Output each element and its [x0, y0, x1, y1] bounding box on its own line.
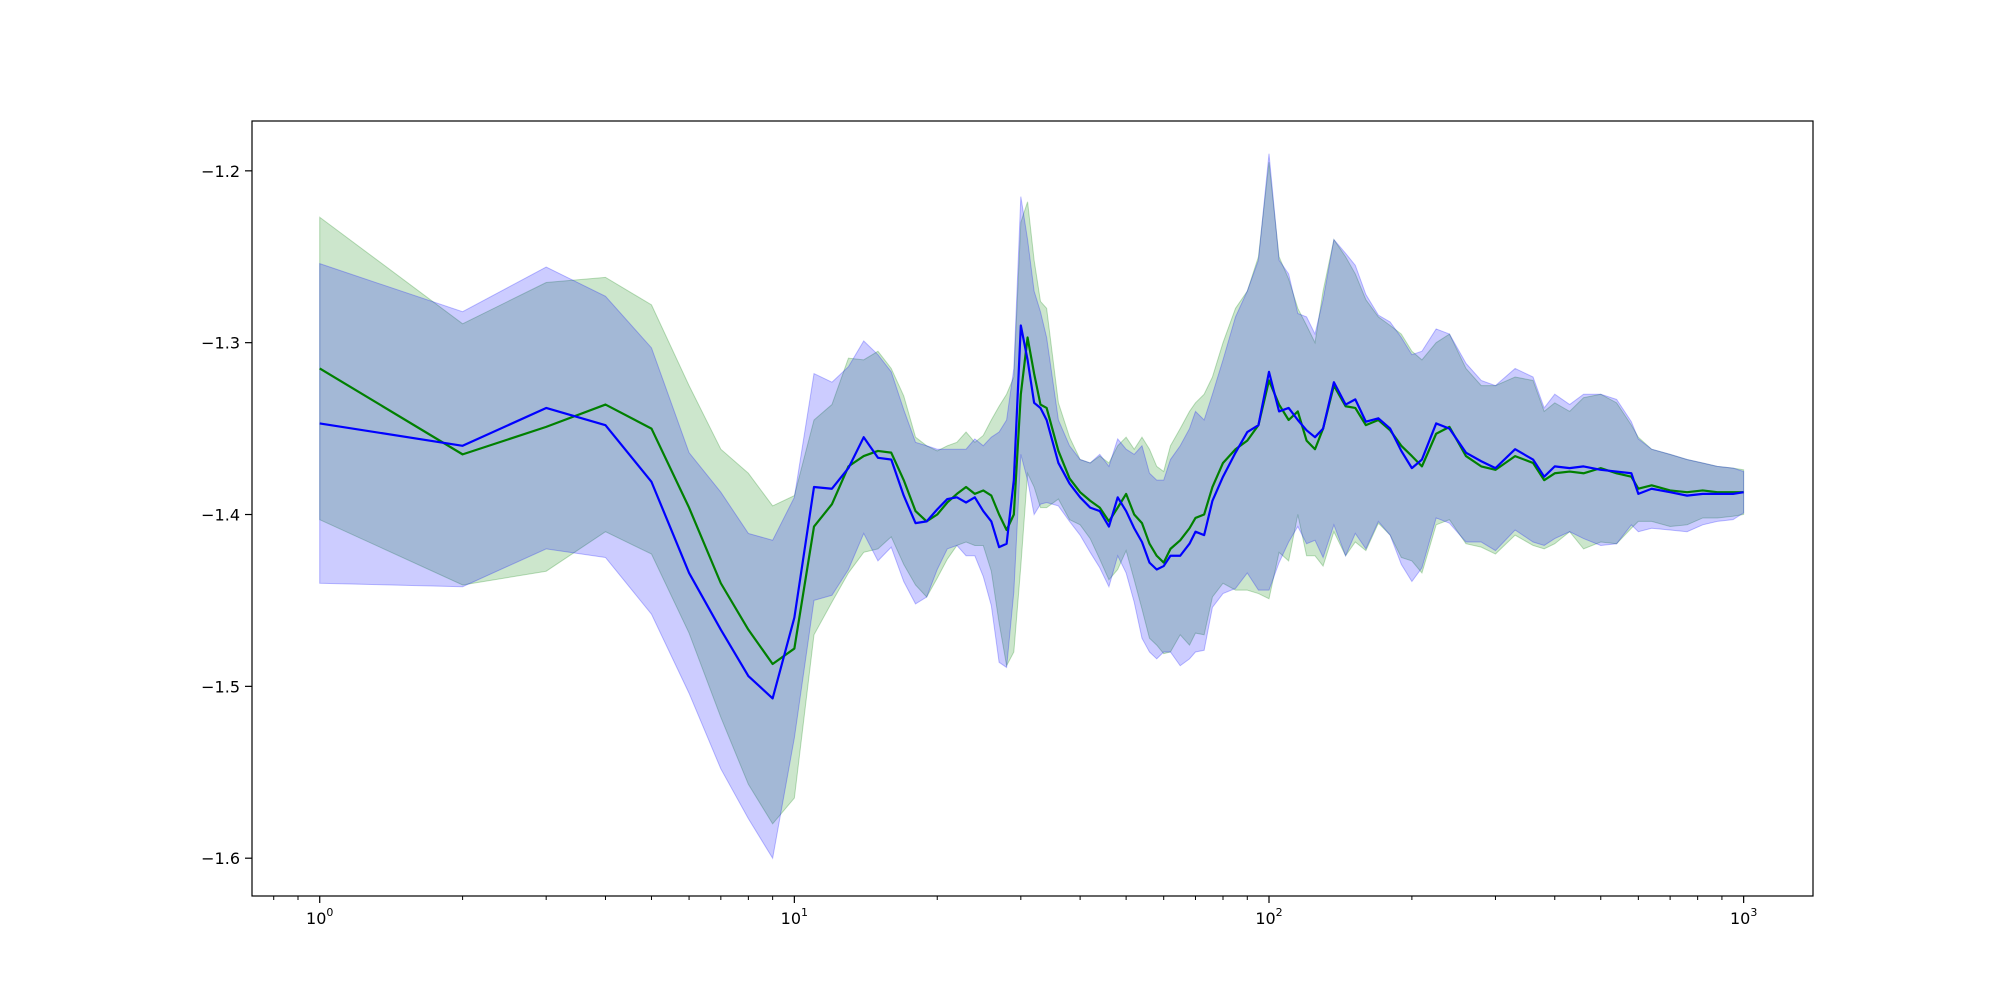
confidence-band-2 — [319, 153, 1745, 860]
y-axis-ticks: −1.2 −1.3 −1.4 −1.5 −1.6 — [201, 162, 252, 868]
plot-area-frame — [251, 120, 1814, 897]
x-tick-label: 100 — [306, 906, 333, 928]
y-tick-label: −1.5 — [201, 677, 240, 696]
confidence-bands — [319, 153, 1745, 860]
x-tick-label: 103 — [1730, 906, 1757, 928]
x-tick-label: 101 — [781, 906, 808, 928]
series-lines — [319, 324, 1744, 700]
y-tick-label: −1.4 — [201, 506, 240, 525]
x-axis-ticks: 100 101 102 103 — [273, 896, 1757, 928]
y-tick-label: −1.2 — [201, 162, 240, 181]
series-line-2 — [319, 324, 1744, 700]
series-line-1 — [319, 336, 1744, 666]
x-tick-label: 102 — [1255, 906, 1282, 928]
confidence-band-1 — [319, 162, 1745, 825]
y-tick-label: −1.3 — [201, 334, 240, 353]
y-tick-label: −1.6 — [201, 849, 240, 868]
